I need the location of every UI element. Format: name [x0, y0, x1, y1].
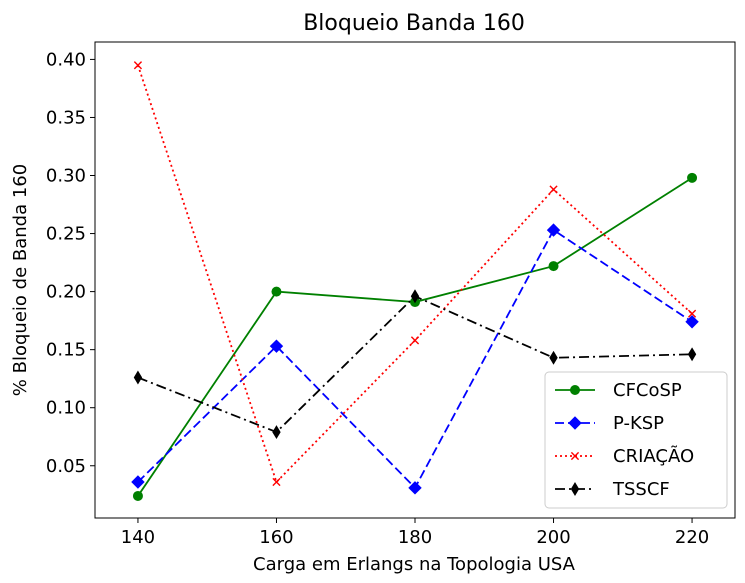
legend-marker [570, 385, 580, 395]
data-point [410, 336, 420, 345]
y-tick-label: 0.10 [46, 398, 86, 419]
x-tick-label: 180 [398, 527, 432, 548]
legend: CFCoSP P-KSP CRIAÇÃO TSSCF [544, 371, 728, 509]
legend-box [544, 371, 728, 509]
data-point [685, 315, 699, 329]
axes: 140 160 180 200 220 0.05 0.10 0.15 0.20 0.25 0.30 0… [46, 41, 736, 548]
y-tick-label: 0.05 [46, 456, 86, 477]
data-point [272, 425, 281, 440]
data-point [548, 261, 559, 272]
y-tick-label: 0.30 [46, 166, 86, 187]
x-tick-label: 220 [675, 527, 709, 548]
plot-area [131, 61, 699, 501]
data-point [687, 309, 697, 318]
data-point [687, 347, 697, 362]
data-point [271, 286, 282, 297]
y-tick-label: 0.15 [46, 340, 86, 361]
data-point [272, 477, 281, 487]
y-tick-label: 0.20 [46, 282, 86, 303]
data-point [410, 289, 420, 304]
data-point [408, 481, 422, 495]
y-tick-label: 0.25 [46, 224, 86, 245]
legend-label: P-KSP [613, 413, 664, 434]
y-tick-label: 0.35 [46, 107, 86, 128]
data-point [549, 185, 558, 194]
legend-marker [570, 451, 580, 461]
data-point [269, 339, 284, 353]
data-point [131, 475, 145, 489]
legend-label: CFCoSP [613, 380, 682, 401]
data-point [549, 350, 558, 365]
y-tick-label: 0.40 [46, 49, 86, 70]
data-point [133, 61, 143, 70]
x-tick-label: 200 [536, 527, 570, 548]
x-tick-label: 140 [121, 527, 155, 548]
data-point [687, 172, 698, 183]
legend-label: CRIAÇÃO [613, 445, 694, 467]
data-point [133, 370, 143, 385]
legend-marker [568, 416, 582, 430]
data-point [132, 490, 143, 501]
legend-label: TSSCF [612, 479, 670, 500]
x-tick-label: 160 [259, 527, 293, 548]
x-axis-label: Carga em Erlangs na Topologia USA [253, 554, 576, 575]
y-axis-label: % Bloqueio de Banda 160 [10, 164, 31, 396]
legend-marker [570, 482, 580, 496]
chart-title: Bloqueio Banda 160 [303, 11, 525, 36]
data-point [546, 223, 561, 237]
